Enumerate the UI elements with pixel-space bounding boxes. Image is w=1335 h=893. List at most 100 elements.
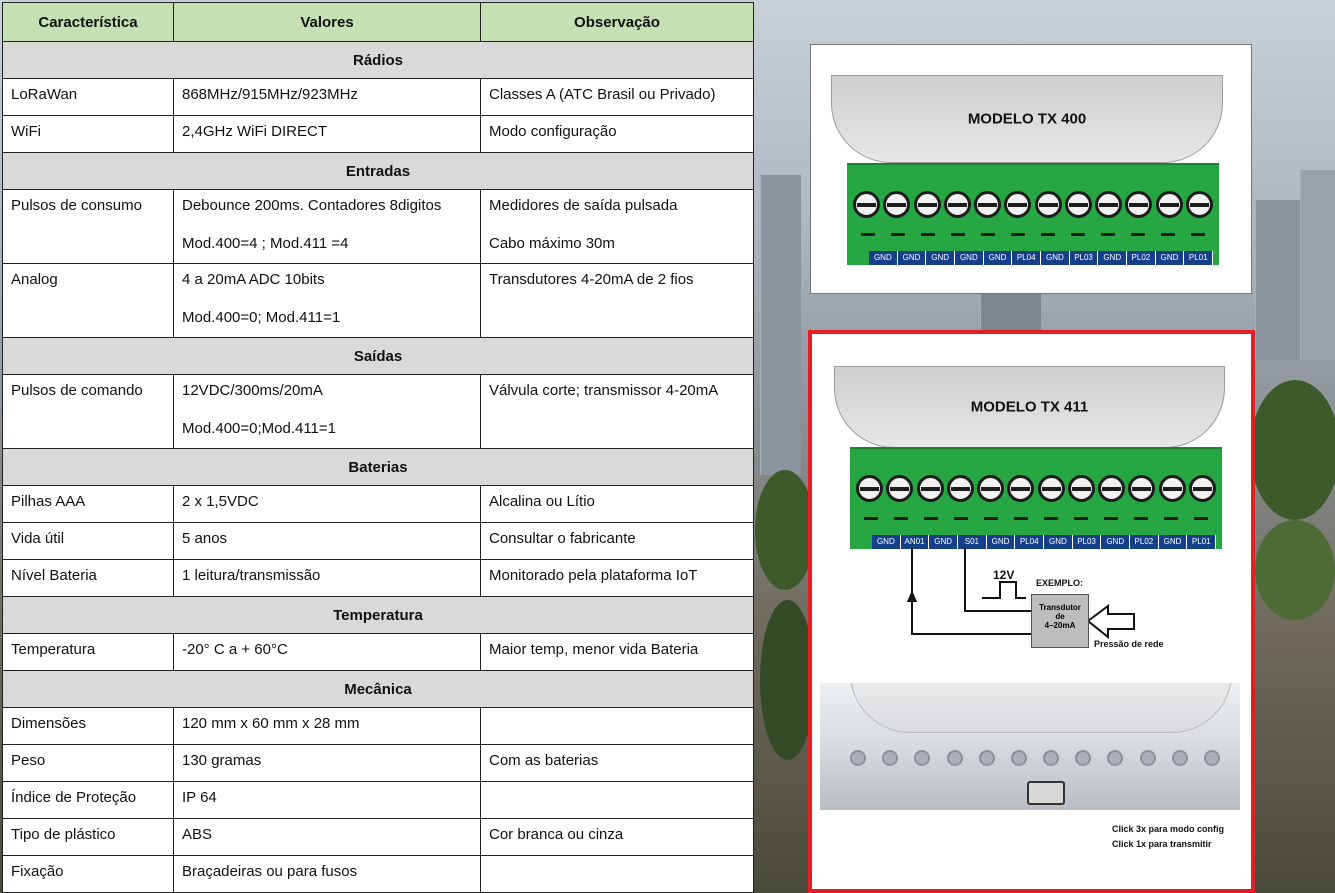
tx400-model-label: MODELO TX 400 bbox=[967, 110, 1087, 128]
cell-line: 1 leitura/transmissão bbox=[182, 567, 321, 584]
screw-icon bbox=[977, 475, 1005, 502]
terminal-label: PL02 bbox=[1127, 251, 1156, 265]
cell-valores: 2,4GHz WiFi DIRECT bbox=[173, 115, 481, 153]
header-row: Característica Valores Observação bbox=[2, 2, 754, 42]
cell-valores: 12VDC/300ms/20mA Mod.400=0;Mod.411=1 bbox=[173, 374, 481, 449]
cell-observacao bbox=[480, 855, 754, 893]
cell-valores: -20° C a + 60°C bbox=[173, 633, 481, 671]
dash-row bbox=[864, 517, 1208, 520]
cell-observacao bbox=[480, 707, 754, 745]
transducer-line: de bbox=[1055, 612, 1065, 621]
terminal-label: PL03 bbox=[1073, 535, 1102, 549]
s01-wire bbox=[964, 548, 1031, 612]
tx411-housing: MODELO TX 411 bbox=[834, 366, 1225, 448]
cell-line: Debounce 200ms. Contadores 8digitos bbox=[182, 197, 442, 214]
cell-line: Modo configuração bbox=[489, 123, 617, 140]
screw-icon bbox=[1125, 191, 1153, 218]
cell-valores: 868MHz/915MHz/923MHz bbox=[173, 78, 481, 116]
cell-line: -20° C a + 60°C bbox=[182, 641, 288, 658]
section-row: Mecânica bbox=[2, 670, 754, 708]
screw-icon bbox=[913, 191, 941, 218]
cell-line: Braçadeiras ou para fusos bbox=[182, 863, 358, 880]
screw-icon bbox=[1067, 475, 1095, 502]
table-row: Peso 130 gramas Com as baterias bbox=[2, 744, 754, 782]
cell-valores: 5 anos bbox=[173, 522, 481, 560]
cell-observacao: Alcalina ou Lítio bbox=[480, 485, 754, 523]
tx400-terminal-labels: GND GND GND GND GND PL04 GND PL03 GND PL… bbox=[869, 251, 1214, 265]
tx411-terminal-labels: GND AN01 GND S01 GND PL04 GND PL03 GND P… bbox=[872, 535, 1217, 549]
section-title: Rádios bbox=[2, 41, 754, 79]
screw-icon bbox=[1034, 191, 1062, 218]
cell-line: 868MHz/915MHz/923MHz bbox=[182, 86, 358, 103]
terminal-label: GND bbox=[1101, 535, 1131, 549]
led-row bbox=[850, 750, 1220, 766]
terminal-label: S01 bbox=[958, 535, 987, 549]
screw-icon bbox=[974, 191, 1002, 218]
cell-observacao bbox=[480, 781, 754, 819]
table-row: Tipo de plástico ABS Cor branca ou cinza bbox=[2, 818, 754, 856]
terminal-label: PL04 bbox=[1012, 251, 1042, 265]
cell-valores: Braçadeiras ou para fusos bbox=[173, 855, 481, 893]
section-row: Entradas bbox=[2, 152, 754, 190]
cell-caracteristica: Temperatura bbox=[2, 633, 174, 671]
cell-line: Cabo máximo 30m bbox=[489, 235, 615, 252]
click-config-label: Click 3x para modo config bbox=[1112, 824, 1225, 834]
cell-observacao: Classes A (ATC Brasil ou Privado) bbox=[480, 78, 754, 116]
device-photo bbox=[820, 683, 1240, 810]
screw-icon bbox=[1128, 475, 1156, 502]
header-valores: Valores bbox=[173, 2, 481, 42]
cell-observacao: Consultar o fabricante bbox=[480, 522, 754, 560]
screw-icon bbox=[886, 475, 914, 502]
terminal-label: GND bbox=[1044, 535, 1073, 549]
cell-caracteristica: Pilhas AAA bbox=[2, 485, 174, 523]
screw-icon bbox=[1098, 475, 1126, 502]
table-row: Índice de Proteção IP 64 bbox=[2, 781, 754, 819]
cell-valores: Debounce 200ms. Contadores 8digitos Mod.4… bbox=[173, 189, 481, 264]
cell-line: 12VDC/300ms/20mA bbox=[182, 382, 323, 399]
terminal-label: AN01 bbox=[901, 535, 930, 549]
screw-icon bbox=[883, 191, 911, 218]
terminal-label: PL01 bbox=[1184, 251, 1214, 265]
table-row: WiFi 2,4GHz WiFi DIRECT Modo configuração bbox=[2, 115, 754, 153]
cell-observacao: Válvula corte; transmissor 4-20mA bbox=[480, 374, 754, 449]
cell-caracteristica: Vida útil bbox=[2, 522, 174, 560]
cell-valores: IP 64 bbox=[173, 781, 481, 819]
table-row: Vida útil 5 anos Consultar o fabricante bbox=[2, 522, 754, 560]
cell-caracteristica: Dimensões bbox=[2, 707, 174, 745]
cell-observacao: Modo configuração bbox=[480, 115, 754, 153]
terminal-label: GND bbox=[984, 251, 1013, 265]
terminal-label: PL02 bbox=[1130, 535, 1159, 549]
screw-icon bbox=[1004, 191, 1032, 218]
cell-caracteristica: Fixação bbox=[2, 855, 174, 893]
cell-caracteristica: WiFi bbox=[2, 115, 174, 153]
cell-line: Monitorado pela plataforma IoT bbox=[489, 567, 698, 584]
table-row: Nível Bateria 1 leitura/transmissão Monito… bbox=[2, 559, 754, 597]
terminal-label: GND bbox=[987, 535, 1016, 549]
pulse-icon bbox=[982, 581, 1026, 599]
cell-line: Medidores de saída pulsada bbox=[489, 197, 678, 214]
tx411-card: MODELO TX 411 GND AN01 GND S01 GND PL04 … bbox=[808, 330, 1255, 893]
cell-observacao: Medidores de saída pulsada Cabo máximo 30… bbox=[480, 189, 754, 264]
cell-line: Com as baterias bbox=[489, 752, 599, 769]
terminal-label: PL03 bbox=[1070, 251, 1099, 265]
cell-valores: 1 leitura/transmissão bbox=[173, 559, 481, 597]
screw-icon bbox=[1007, 475, 1035, 502]
table-row: Dimensões 120 mm x 60 mm x 28 mm bbox=[2, 707, 754, 745]
an01-wire bbox=[911, 548, 1031, 635]
terminal-label: GND bbox=[1156, 251, 1185, 265]
screw-icon bbox=[1064, 191, 1092, 218]
cell-valores: 120 mm x 60 mm x 28 mm bbox=[173, 707, 481, 745]
cell-line: Maior temp, menor vida Bateria bbox=[489, 641, 699, 658]
cell-caracteristica: LoRaWan bbox=[2, 78, 174, 116]
wiring-diagram bbox=[907, 548, 1135, 640]
table-row: LoRaWan 868MHz/915MHz/923MHz Classes A (AT… bbox=[2, 78, 754, 116]
cell-line: Mod.400=0; Mod.411=1 bbox=[182, 309, 341, 326]
example-label: EXEMPLO: bbox=[1036, 578, 1084, 588]
transducer-box: Transdutor de 4–20mA bbox=[1031, 594, 1089, 648]
terminal-label: GND bbox=[872, 535, 901, 549]
terminal-label: GND bbox=[926, 251, 956, 265]
voltage-label: 12V bbox=[993, 568, 1015, 582]
terminal-label: PL01 bbox=[1187, 535, 1217, 549]
tx400-housing: MODELO TX 400 bbox=[831, 75, 1223, 163]
terminal-label: GND bbox=[1159, 535, 1188, 549]
